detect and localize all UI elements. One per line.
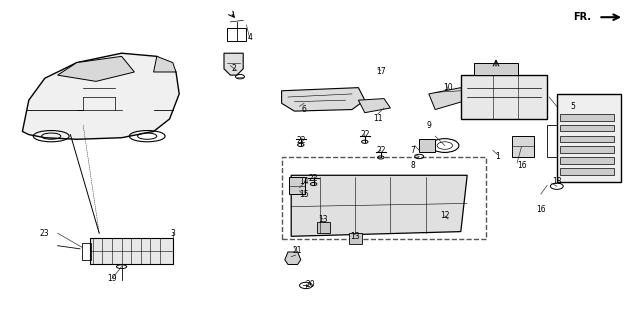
Text: 3: 3	[170, 229, 175, 238]
Text: 15: 15	[299, 190, 309, 198]
Text: 20: 20	[305, 280, 316, 289]
Text: 22: 22	[309, 174, 318, 183]
Text: 7: 7	[410, 146, 415, 155]
Bar	[349, 233, 362, 244]
Text: 13: 13	[350, 232, 360, 241]
Text: 22: 22	[360, 130, 369, 139]
Text: 8: 8	[410, 162, 415, 170]
Polygon shape	[291, 175, 467, 236]
Polygon shape	[429, 88, 467, 110]
Bar	[419, 139, 435, 152]
Bar	[560, 136, 614, 142]
Text: 21: 21	[293, 246, 302, 255]
Bar	[461, 75, 547, 119]
Bar	[560, 168, 614, 175]
Polygon shape	[154, 56, 176, 72]
Polygon shape	[224, 53, 243, 75]
Bar	[317, 222, 330, 233]
Text: 14: 14	[299, 177, 309, 186]
Text: 4: 4	[247, 33, 252, 42]
Bar	[560, 125, 614, 131]
Bar	[282, 156, 486, 239]
Bar	[82, 243, 91, 260]
Text: 19: 19	[107, 274, 117, 283]
Bar	[227, 28, 246, 41]
Bar	[289, 177, 305, 194]
Bar	[547, 125, 557, 156]
Text: 16: 16	[516, 162, 527, 170]
Bar	[560, 146, 614, 153]
Polygon shape	[285, 252, 301, 264]
Text: 2: 2	[231, 64, 236, 73]
Polygon shape	[282, 88, 365, 111]
Bar	[512, 136, 534, 156]
Text: 9: 9	[426, 121, 431, 130]
Bar	[560, 157, 614, 164]
Bar	[560, 114, 614, 121]
Text: 5: 5	[570, 102, 575, 111]
Bar	[557, 94, 621, 182]
Bar	[474, 63, 518, 75]
Text: 22: 22	[296, 136, 305, 145]
Polygon shape	[22, 53, 179, 139]
Text: 13: 13	[318, 215, 328, 223]
Bar	[90, 238, 173, 264]
Text: 17: 17	[376, 68, 386, 76]
Text: 18: 18	[552, 177, 561, 186]
Text: 12: 12	[440, 212, 449, 220]
Text: 11: 11	[373, 115, 382, 123]
Text: 1: 1	[495, 152, 500, 161]
Text: 22: 22	[376, 146, 385, 155]
Text: 16: 16	[536, 205, 546, 214]
Polygon shape	[58, 56, 134, 81]
Text: FR.: FR.	[573, 12, 591, 22]
Text: 10: 10	[443, 83, 453, 92]
Polygon shape	[358, 99, 390, 113]
Text: 6: 6	[301, 105, 307, 114]
Text: 23: 23	[40, 229, 50, 238]
